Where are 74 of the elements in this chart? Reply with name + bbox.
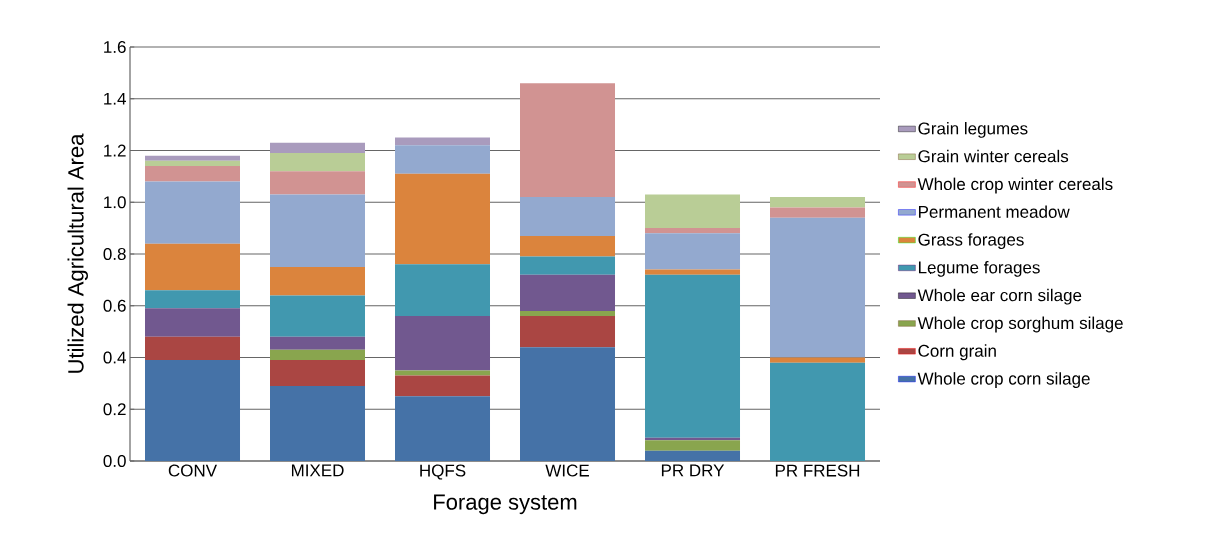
bar <box>145 360 240 461</box>
legend-label: Whole ear corn silage <box>917 288 1082 305</box>
bar <box>270 171 365 195</box>
legend-label: Corn grain <box>918 344 996 361</box>
bar <box>645 194 741 229</box>
bar <box>770 362 866 461</box>
bar <box>270 349 365 361</box>
legend-label: Grass forages <box>918 233 1024 250</box>
bar <box>645 450 741 461</box>
bar <box>270 142 365 154</box>
legend-label: Grain legumes <box>918 122 1028 138</box>
legend-label: Legume forages <box>918 261 1040 277</box>
y-tick-label: 1.0 <box>104 196 126 209</box>
bar <box>395 316 490 371</box>
x-axis-title: Forage system <box>434 494 577 515</box>
bar <box>520 256 616 275</box>
x-tick-label: PR FRESH <box>775 464 860 477</box>
bar <box>270 385 365 461</box>
legend-label: Permanent meadow <box>918 205 1070 218</box>
y-tick-label: 1.2 <box>104 144 126 157</box>
x-tick-label: PR DRY <box>661 464 725 477</box>
bar <box>645 233 741 270</box>
bar <box>645 269 741 275</box>
y-tick-label: 1.4 <box>104 92 126 105</box>
bar <box>645 274 741 438</box>
y-tick-label: 0.0 <box>103 454 126 468</box>
bar <box>270 153 365 172</box>
bar <box>520 83 616 198</box>
bar <box>520 274 616 311</box>
legend-label: Whole crop sorghum silage <box>917 316 1123 333</box>
bar <box>270 266 365 296</box>
bar <box>395 145 490 174</box>
bar <box>645 440 741 451</box>
bar <box>145 181 240 244</box>
x-tick-label: HQFS <box>420 464 466 480</box>
bar <box>395 264 490 317</box>
y-tick-label: 0.8 <box>103 247 126 261</box>
bar <box>145 155 240 161</box>
y-tick-label: 0.2 <box>103 403 126 416</box>
y-tick-label: 1.6 <box>104 40 126 54</box>
bar <box>145 336 240 361</box>
bar <box>145 290 240 309</box>
x-tick-label: MIXED <box>291 464 344 477</box>
bar <box>520 310 616 317</box>
bar <box>770 207 866 218</box>
bar <box>770 197 866 208</box>
bar <box>145 166 240 182</box>
y-tick-label: 0.6 <box>103 299 126 312</box>
bar <box>770 217 866 358</box>
legend-label: Grain winter cereals <box>918 149 1069 163</box>
bar <box>145 308 240 337</box>
legend-label: Whole crop corn silage <box>917 372 1090 389</box>
bar <box>395 396 490 461</box>
bar <box>520 197 616 236</box>
y-axis-title: Utilized Agricultural Area <box>67 133 89 373</box>
bar <box>270 295 365 337</box>
bar <box>395 370 490 376</box>
bar <box>270 336 365 350</box>
y-tick-label: 0.4 <box>103 351 126 364</box>
bar <box>395 137 490 146</box>
bar <box>520 316 616 348</box>
bar <box>145 243 240 291</box>
x-tick-label: WICE <box>545 464 589 477</box>
x-tick-label: CONV <box>168 464 217 477</box>
bar <box>270 360 365 386</box>
bar <box>395 173 490 265</box>
bar <box>770 357 866 363</box>
bar <box>520 347 616 461</box>
bar <box>520 235 616 257</box>
bar <box>395 375 490 397</box>
legend-label: Whole crop winter cereals <box>917 177 1113 194</box>
bar <box>270 194 365 267</box>
bar <box>645 228 741 234</box>
bar <box>145 160 240 167</box>
